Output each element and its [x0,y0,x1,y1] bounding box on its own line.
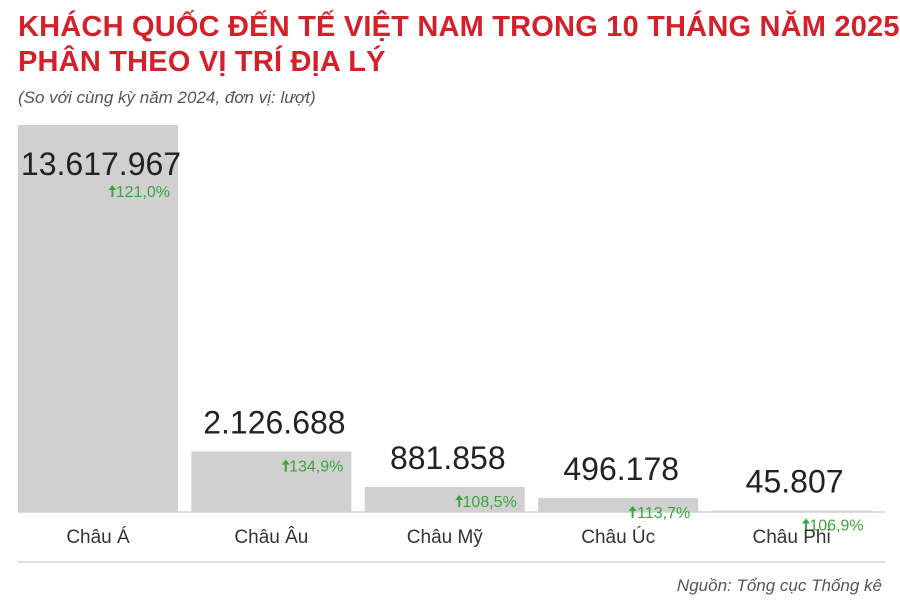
title-line-1: KHÁCH QUỐC ĐẾN TẾ VIỆT NAM TRONG 10 THÁN… [18,11,900,43]
growth-label: 108,5% [463,494,517,511]
growth-label: 121,0% [116,184,170,201]
source-note: Nguồn: Tổng cục Thống kê [676,576,882,595]
category-label: Châu Phi [753,527,831,548]
value-label: 13.617.967 [21,146,181,182]
bar [18,125,178,512]
value-label: 2.126.688 [203,405,345,441]
growth-label: 134,9% [289,459,343,476]
chart-title: KHÁCH QUỐC ĐẾN TẾ VIỆT NAM TRONG 10 THÁN… [18,10,900,80]
title-line-2: PHÂN THEO VỊ TRÍ ĐỊA LÝ [18,46,386,78]
arrow-up-icon [802,518,810,531]
growth-label: 106,9% [809,518,863,535]
bar [538,497,699,512]
arrow-up-icon [281,459,290,472]
category-label: Châu Âu [234,526,308,548]
bar [711,510,872,512]
category-label: Châu Á [66,527,130,548]
value-label: 496.178 [563,451,679,487]
value-label: 45.807 [746,464,844,500]
chart-subtitle: (So với cùng kỳ năm 2024, đơn vị: lượt) [18,88,316,107]
value-label: 881.858 [390,440,506,476]
bar [364,486,525,512]
arrow-up-icon [628,505,637,518]
arrow-up-icon [455,494,464,507]
bar [191,451,352,512]
category-label: Châu Mỹ [407,527,484,548]
arrow-up-icon [108,185,117,197]
growth-label: 113,7% [637,505,690,522]
category-label: Châu Úc [581,526,655,548]
